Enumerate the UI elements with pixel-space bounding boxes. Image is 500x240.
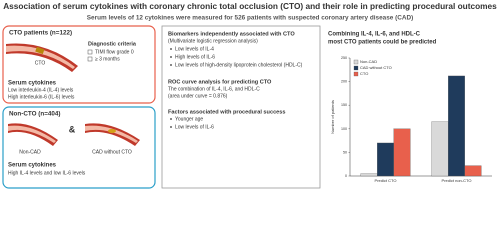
bar [360, 173, 378, 177]
legend-label: CAD without CTO [360, 65, 392, 70]
line: (area under curve = 0.876) [168, 93, 228, 99]
item: Low levels of IL-4 [175, 46, 214, 52]
bullet [170, 126, 172, 128]
section-subtitle: (Multivariate logistic regression analys… [168, 38, 258, 44]
legend-swatch [353, 65, 359, 71]
y-tick-label: 150 [341, 103, 347, 107]
item: Younger age [175, 116, 203, 122]
bar [464, 165, 482, 177]
group-label: Non-CAD [19, 149, 41, 155]
criterion: TIMI flow grade 0 [95, 49, 134, 55]
bar [448, 75, 465, 177]
bar [377, 142, 394, 177]
bar [393, 128, 411, 177]
right-title: Combining IL-4, IL-6, and HDL-C [328, 32, 421, 38]
item: Low levels of high-density lipoprotein c… [175, 62, 303, 68]
right-title: most CTO patients could be predicted [328, 40, 437, 46]
criterion: ≥ 3 months [95, 56, 120, 62]
occlusion [35, 46, 45, 55]
item: High levels of IL-6 [175, 54, 215, 60]
y-tick-label: 0 [345, 174, 347, 178]
x-tick-label: Predict CTO [375, 178, 397, 183]
vessel-label: CTO [35, 60, 46, 66]
title: Association of serum cytokines with coro… [3, 1, 497, 11]
cto-title: CTO patients (n=122) [9, 30, 72, 37]
section-title: Factors associated with procedural succe… [168, 109, 286, 115]
non-cto-box [2, 106, 156, 189]
checkbox [87, 56, 93, 62]
checkbox [87, 49, 93, 55]
cto-box [2, 25, 156, 104]
x-tick-label: Predict non-CTO [442, 178, 472, 183]
group-label: CAD without CTO [92, 149, 132, 155]
serum-line: High IL-4 levels and low IL-6 levels [8, 170, 86, 176]
serum-title: Serum cytokines [8, 163, 57, 169]
connector: & [69, 124, 76, 134]
vessel-lumen [8, 125, 56, 143]
y-axis-label: Number of patients [330, 100, 335, 134]
non-cto-title: Non-CTO (n=404) [9, 111, 61, 118]
legend-label: Non-CAD [360, 59, 377, 64]
legend-label: CTO [360, 71, 368, 76]
bar [431, 121, 449, 177]
criteria-title: Diagnostic criteria [88, 41, 137, 47]
y-tick-label: 200 [341, 80, 347, 84]
bullet [170, 56, 172, 58]
subtitle: Serum levels of 12 cytokines were measur… [87, 15, 413, 22]
serum-line: High interleukin-6 (IL-6) levels [8, 94, 75, 100]
middle-box [161, 25, 321, 189]
item: Low levels of IL-6 [175, 124, 214, 130]
y-tick-label: 100 [341, 127, 347, 131]
line: The combination of IL-4, IL-6, and HDL-C [168, 86, 260, 92]
bullet [170, 48, 172, 50]
graphical-abstract: Association of serum cytokines with coro… [2, 1, 497, 189]
bullet [170, 64, 172, 66]
y-tick-label: 50 [343, 150, 347, 154]
serum-line: Low interleukin-4 (IL-4) levels [8, 87, 74, 93]
section-title: ROC curve analysis for predicting CTO [168, 79, 272, 85]
legend-swatch [353, 59, 359, 65]
legend-swatch [353, 71, 359, 77]
y-tick-label: 250 [341, 56, 347, 60]
plaque [108, 129, 116, 133]
bullet [170, 118, 172, 120]
serum-title: Serum cytokines [8, 81, 57, 87]
section-title: Biomarkers independently associated with… [168, 31, 295, 37]
